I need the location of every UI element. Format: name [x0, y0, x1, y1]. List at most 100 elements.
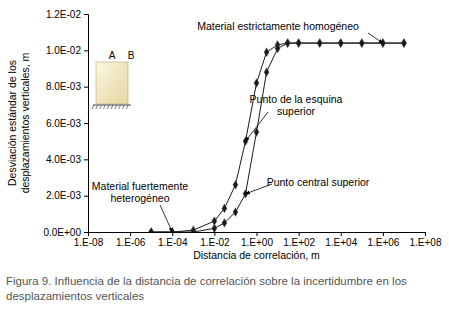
- y-tick-mark: [84, 232, 88, 233]
- inset-hatch: [119, 105, 121, 109]
- inset-hatch: [111, 105, 113, 109]
- inset-label: B: [128, 50, 135, 61]
- data-point: [222, 219, 227, 228]
- x-tick-label: 1.E-04: [158, 237, 188, 248]
- inset: AB: [92, 50, 135, 109]
- x-tick: 1.E-06: [116, 232, 146, 248]
- inset-hatch: [103, 105, 105, 109]
- annotation-arrow: [368, 33, 383, 43]
- inset-body: [96, 62, 128, 104]
- inset-label: A: [109, 50, 116, 61]
- data-point: [233, 180, 238, 189]
- annotation: Punto de la esquinasuperior: [250, 93, 343, 117]
- data-point: [212, 224, 217, 232]
- x-axis: 1.E-08 1.E-06 1.E-04 1.E-02 1.E+00 1.E+02 1.E+…: [74, 232, 442, 248]
- caption: Figura 9. Influencia de la distancia de …: [6, 275, 407, 302]
- annotation-box: [194, 19, 362, 33]
- y-tick-label: 2.0E-03: [46, 190, 81, 201]
- data-point: [264, 68, 269, 77]
- y-tick-mark: [84, 87, 88, 88]
- inset-hatch: [126, 105, 128, 109]
- x-tick: 1.E+04: [325, 232, 357, 248]
- y-tick: 4.0E-03: [46, 154, 88, 165]
- data-point: [149, 228, 154, 232]
- data-point: [233, 208, 238, 217]
- data-point: [149, 228, 154, 232]
- annotation: Punto central superior: [267, 176, 370, 188]
- x-tick: 1.E-04: [158, 232, 188, 248]
- annotation-arrow: [245, 112, 268, 141]
- y-tick: 0.0E+00: [43, 227, 88, 238]
- inset-base: [93, 105, 131, 106]
- data-point: [285, 39, 290, 48]
- data-point: [296, 39, 301, 48]
- x-axis-title: Distancia de correlación, m: [193, 249, 320, 261]
- y-tick-label: 4.0E-03: [46, 154, 81, 165]
- text-line: heterogéneo: [111, 192, 170, 204]
- y-tick-label: 0.0E+00: [43, 227, 81, 238]
- y-tick-label: 8.0E-03: [46, 81, 81, 92]
- text-line: Figura 9. Influencia de la distancia de …: [6, 275, 407, 287]
- text-line: Material estrictamente homogéneo: [197, 20, 359, 32]
- x-tick-label: 1.E-02: [200, 237, 230, 248]
- x-tick-mark: [425, 232, 426, 236]
- x-tick-mark: [257, 232, 258, 236]
- x-tick-label: 1.E+08: [410, 237, 442, 248]
- y-tick-mark: [84, 123, 88, 124]
- data-point: [254, 79, 259, 88]
- text-line: Punto de la esquina: [250, 93, 343, 105]
- data-point: [359, 39, 364, 48]
- data-point: [401, 39, 406, 48]
- y-tick-mark: [84, 159, 88, 160]
- series-line: [151, 43, 404, 232]
- x-tick: 1.E+06: [367, 232, 399, 248]
- x-tick: 1.E-02: [200, 232, 230, 248]
- data-point: [317, 39, 322, 48]
- annotation-arrow: [245, 184, 272, 194]
- y-tick: 8.0E-03: [46, 81, 88, 92]
- x-tick-label: 1.E+04: [325, 237, 357, 248]
- text-line: Material fuertemente: [92, 180, 188, 192]
- x-tick-mark: [172, 232, 173, 236]
- x-tick-label: 1.E+06: [367, 237, 399, 248]
- y-tick: 6.0E-03: [46, 118, 88, 129]
- data-point: [275, 44, 280, 53]
- text-line: desplazamientos verticales: [6, 290, 144, 302]
- data-point: [191, 228, 196, 232]
- x-tick-mark: [214, 232, 215, 236]
- inset-hatch: [100, 105, 102, 109]
- data-point: [359, 39, 364, 48]
- annotations: Material estrictamente homogéneo Punto de…: [92, 19, 383, 232]
- x-tick: 1.E+08: [410, 232, 442, 248]
- inset-hatch: [92, 105, 94, 109]
- y-tick: 1.2E-02: [46, 9, 88, 20]
- text-line: desplazamientos verticales, m: [19, 52, 31, 193]
- y-tick-label: 1.0E-02: [46, 45, 81, 56]
- marks: [149, 39, 407, 232]
- data-point: [222, 204, 227, 213]
- y-axis-line: [84, 15, 89, 233]
- x-tick-mark: [130, 232, 131, 236]
- y-axis-title: Desviación estándar de losdesplazamiento…: [6, 52, 31, 193]
- text-line: Punto central superior: [267, 176, 370, 188]
- data-point: [264, 48, 269, 57]
- series-line: [151, 43, 404, 232]
- x-tick-label: 1.E+00: [241, 237, 273, 248]
- y-tick-mark: [84, 196, 88, 197]
- annotation: Material fuertementeheterogéneo: [92, 180, 188, 204]
- inset-hatch: [115, 105, 117, 109]
- inset-hatch: [122, 105, 124, 109]
- x-tick-mark: [299, 232, 300, 236]
- x-tick-mark: [383, 232, 384, 236]
- x-tick-label: 1.E-06: [116, 237, 146, 248]
- y-tick: 2.0E-03: [46, 190, 88, 201]
- x-tick-label: 1.E-08: [74, 237, 104, 248]
- x-axis-line: [89, 233, 426, 237]
- y-axis: 0.0E+00 2.0E-03 4.0E-03 6.0E-03 8.0E-03 1.0E-…: [43, 9, 88, 238]
- data-point: [401, 39, 406, 48]
- x-tick: 1.E+00: [241, 232, 273, 248]
- x-tick-label: 1.E+02: [283, 237, 315, 248]
- x-tick: 1.E+02: [283, 232, 315, 248]
- data-point: [338, 39, 343, 48]
- x-tick-mark: [341, 232, 342, 236]
